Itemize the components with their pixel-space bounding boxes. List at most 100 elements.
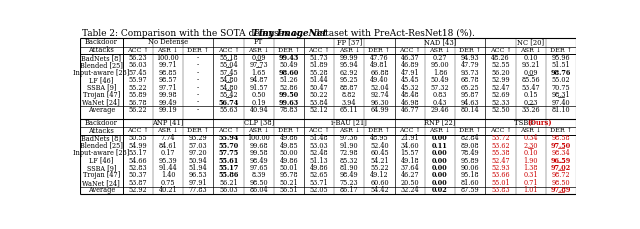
- Text: 56.74: 56.74: [218, 99, 239, 107]
- Text: SSBA [9]: SSBA [9]: [86, 84, 116, 92]
- Text: NAD [43]: NAD [43]: [424, 38, 456, 46]
- Text: 98.57: 98.57: [159, 76, 177, 84]
- Text: ACC ↑: ACC ↑: [218, 128, 239, 133]
- Text: ASR ↓: ASR ↓: [248, 48, 269, 53]
- Text: 49.12: 49.12: [370, 172, 389, 180]
- Text: 54.80: 54.80: [219, 76, 237, 84]
- Text: 86.17: 86.17: [340, 186, 358, 194]
- Text: 57.03: 57.03: [189, 142, 207, 150]
- Text: ASR ↓: ASR ↓: [157, 48, 179, 53]
- Text: 49.18: 49.18: [401, 157, 419, 165]
- Text: -: -: [197, 76, 199, 84]
- Text: 55.22: 55.22: [370, 164, 389, 172]
- Text: 34.60: 34.60: [401, 142, 419, 150]
- Text: 53.71: 53.71: [310, 179, 328, 187]
- Text: 0.23: 0.23: [524, 99, 538, 107]
- Text: 89.08: 89.08: [461, 142, 479, 150]
- Text: DER ↑: DER ↑: [459, 48, 481, 53]
- Text: -: -: [197, 106, 199, 114]
- Text: 53.47: 53.47: [522, 84, 540, 92]
- Text: ASR ↓: ASR ↓: [520, 128, 541, 133]
- Text: 97.91: 97.91: [189, 179, 207, 187]
- Text: 0.15: 0.15: [524, 91, 538, 99]
- Text: 29.46: 29.46: [431, 106, 449, 114]
- Text: 55.97: 55.97: [129, 76, 147, 84]
- Text: 95.00: 95.00: [431, 61, 449, 69]
- Text: TSBD: TSBD: [515, 119, 536, 127]
- Text: DER ↑: DER ↑: [369, 48, 390, 53]
- Text: 53.17: 53.17: [129, 149, 147, 157]
- Text: 95.39: 95.39: [159, 157, 177, 165]
- Text: 50.22: 50.22: [310, 91, 328, 99]
- Text: Attacks: Attacks: [88, 46, 115, 55]
- Text: ACC ↑: ACC ↑: [127, 128, 148, 133]
- Text: 0.02: 0.02: [432, 186, 448, 194]
- Text: (Ours): (Ours): [527, 119, 552, 127]
- Text: 94.93: 94.93: [461, 54, 479, 62]
- Text: 52.40: 52.40: [370, 142, 389, 150]
- Text: 55.01: 55.01: [491, 179, 509, 187]
- Text: 85.56: 85.56: [522, 76, 540, 84]
- Text: 56.20: 56.20: [491, 69, 509, 77]
- Text: DER ↑: DER ↑: [278, 48, 300, 53]
- Text: Input-aware [23]: Input-aware [23]: [73, 149, 129, 157]
- Text: 52.65: 52.65: [310, 172, 328, 180]
- Text: 57.45: 57.45: [219, 69, 237, 77]
- Text: 45.32: 45.32: [401, 84, 419, 92]
- Text: 66.88: 66.88: [370, 69, 389, 77]
- Text: 48.48: 48.48: [401, 91, 419, 99]
- Text: Table 2: Comparison with the SOTA defenses on: Table 2: Comparison with the SOTA defens…: [81, 29, 305, 38]
- Text: 53.62: 53.62: [491, 142, 509, 150]
- Text: 65.25: 65.25: [461, 84, 479, 92]
- Text: 1.40: 1.40: [161, 172, 175, 180]
- Text: 45.45: 45.45: [401, 76, 419, 84]
- Text: 0.10: 0.10: [524, 54, 538, 62]
- Text: 93.21: 93.21: [522, 61, 540, 69]
- Text: 100.00: 100.00: [157, 54, 179, 62]
- Text: Tiny ImageNet: Tiny ImageNet: [252, 29, 327, 38]
- Text: 80.14: 80.14: [461, 106, 479, 114]
- Text: 57.32: 57.32: [431, 84, 449, 92]
- Text: ACC ↑: ACC ↑: [308, 128, 330, 133]
- Text: Attacks: Attacks: [88, 127, 115, 135]
- Text: 0.00: 0.00: [432, 157, 448, 165]
- Text: 64.99: 64.99: [370, 106, 389, 114]
- Text: 97.71: 97.71: [159, 84, 177, 92]
- Text: 0.00: 0.00: [432, 149, 448, 157]
- Text: 97.73: 97.73: [250, 61, 268, 69]
- Text: 99.19: 99.19: [159, 106, 177, 114]
- Text: 99.43: 99.43: [279, 54, 299, 62]
- Text: 99.49: 99.49: [159, 99, 177, 107]
- Text: 55.38: 55.38: [491, 149, 509, 157]
- Text: 65.11: 65.11: [340, 106, 358, 114]
- Text: 49.86: 49.86: [310, 164, 328, 172]
- Text: -: -: [197, 54, 199, 62]
- Text: 81.90: 81.90: [340, 164, 358, 172]
- Text: 8.82: 8.82: [342, 91, 356, 99]
- Text: ACC ↑: ACC ↑: [490, 128, 511, 133]
- Text: ASR ↓: ASR ↓: [339, 48, 360, 53]
- Text: 1.90: 1.90: [524, 157, 538, 165]
- Text: 52.99: 52.99: [491, 76, 509, 84]
- Text: 48.95: 48.95: [370, 134, 389, 142]
- Text: DER ↑: DER ↑: [278, 128, 300, 133]
- Text: WaNet [24]: WaNet [24]: [83, 179, 120, 187]
- Text: 99.50: 99.50: [279, 91, 299, 99]
- Text: 97.50: 97.50: [551, 142, 571, 150]
- Text: 51.26: 51.26: [280, 76, 298, 84]
- Text: 97.36: 97.36: [340, 134, 358, 142]
- Text: ASR ↓: ASR ↓: [339, 128, 360, 133]
- Text: ACC ↑: ACC ↑: [490, 48, 511, 53]
- Text: 1.65: 1.65: [252, 69, 266, 77]
- Text: 53.72: 53.72: [491, 134, 509, 142]
- Text: 0.31: 0.31: [524, 172, 538, 180]
- Text: 54.80: 54.80: [219, 84, 237, 92]
- Text: 48.26: 48.26: [491, 54, 509, 62]
- Text: DER ↑: DER ↑: [187, 48, 209, 53]
- Text: 51.13: 51.13: [310, 157, 328, 165]
- Text: 95.78: 95.78: [280, 172, 298, 180]
- Text: 53.87: 53.87: [129, 179, 147, 187]
- Text: 60.60: 60.60: [370, 179, 389, 187]
- Text: 0.17: 0.17: [161, 149, 175, 157]
- Text: 50.00: 50.00: [280, 149, 298, 157]
